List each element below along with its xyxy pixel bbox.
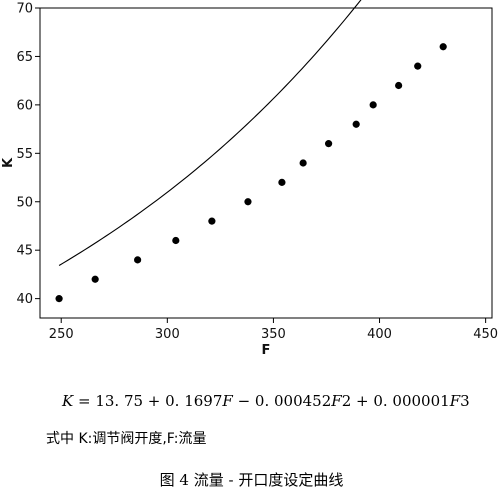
- data-point-6: [278, 178, 286, 186]
- formula-part4: 3: [460, 392, 470, 410]
- data-point-7: [299, 159, 307, 167]
- chart-plot: 250 300 350 400 450 40 45 50 55 60 65 70 F K: [1, 0, 498, 358]
- fitted-curve: [58, 0, 362, 266]
- data-point-13: [439, 43, 447, 51]
- formula-f3: F: [449, 392, 461, 410]
- data-point-5: [244, 198, 252, 206]
- x-tick-label-1: 300: [155, 327, 180, 342]
- axis-ticks: 250 300 350 400 450 40 45 50 55 60 65 70: [16, 2, 498, 343]
- data-point-8: [325, 140, 333, 148]
- x-tick-label-2: 350: [261, 327, 286, 342]
- x-tick-label-3: 400: [367, 327, 392, 342]
- y-tick-label-4: 60: [16, 98, 33, 113]
- formula-f2: F: [331, 392, 342, 410]
- data-point-3: [172, 236, 180, 245]
- variable-note: 式中 K:调节阀开度,F:流量: [46, 431, 207, 447]
- data-point-0: [55, 295, 63, 303]
- y-tick-label-6: 70: [16, 2, 33, 17]
- data-point-2: [134, 256, 142, 264]
- x-tick-label-4: 450: [473, 327, 498, 342]
- y-tick-label-5: 65: [16, 50, 33, 65]
- y-tick-label-0: 40: [16, 292, 33, 307]
- y-axis-label: K: [1, 157, 16, 168]
- data-point-11: [395, 81, 403, 90]
- data-markers: [55, 43, 447, 303]
- y-tick-label-2: 50: [16, 195, 33, 210]
- formula-k: K: [62, 392, 74, 410]
- data-point-12: [414, 62, 422, 70]
- x-axis-label: F: [262, 343, 271, 358]
- figure-caption: 图 4 流量 - 开口度设定曲线: [159, 471, 344, 489]
- fit-formula: K = 13. 75 + 0. 1697F − 0. 000452F2 + 0.…: [62, 392, 470, 410]
- formula-f1: F: [222, 392, 233, 410]
- formula-part2: − 0. 000452: [232, 392, 332, 410]
- plot-frame: [39, 7, 493, 319]
- data-point-9: [352, 120, 360, 128]
- formula-part3: 2 + 0. 000001: [341, 392, 450, 410]
- formula-part1: = 13. 75 + 0. 1697: [73, 392, 223, 410]
- y-tick-label-1: 45: [16, 244, 33, 259]
- data-point-1: [91, 275, 99, 283]
- y-tick-label-3: 55: [16, 147, 33, 162]
- x-tick-label-0: 250: [49, 327, 74, 342]
- data-point-4: [208, 217, 216, 225]
- data-point-10: [369, 101, 377, 109]
